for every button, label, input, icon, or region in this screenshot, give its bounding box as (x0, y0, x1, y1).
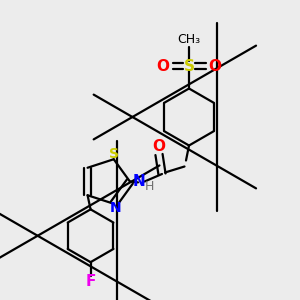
Text: O: O (208, 58, 222, 74)
Text: F: F (85, 274, 96, 289)
Text: O: O (152, 139, 166, 154)
Text: S: S (109, 147, 119, 161)
Text: O: O (156, 58, 170, 74)
Text: CH₃: CH₃ (177, 33, 201, 46)
Text: N: N (110, 201, 121, 215)
Text: S: S (184, 58, 194, 74)
Text: N: N (133, 174, 146, 189)
Text: H: H (145, 179, 154, 193)
